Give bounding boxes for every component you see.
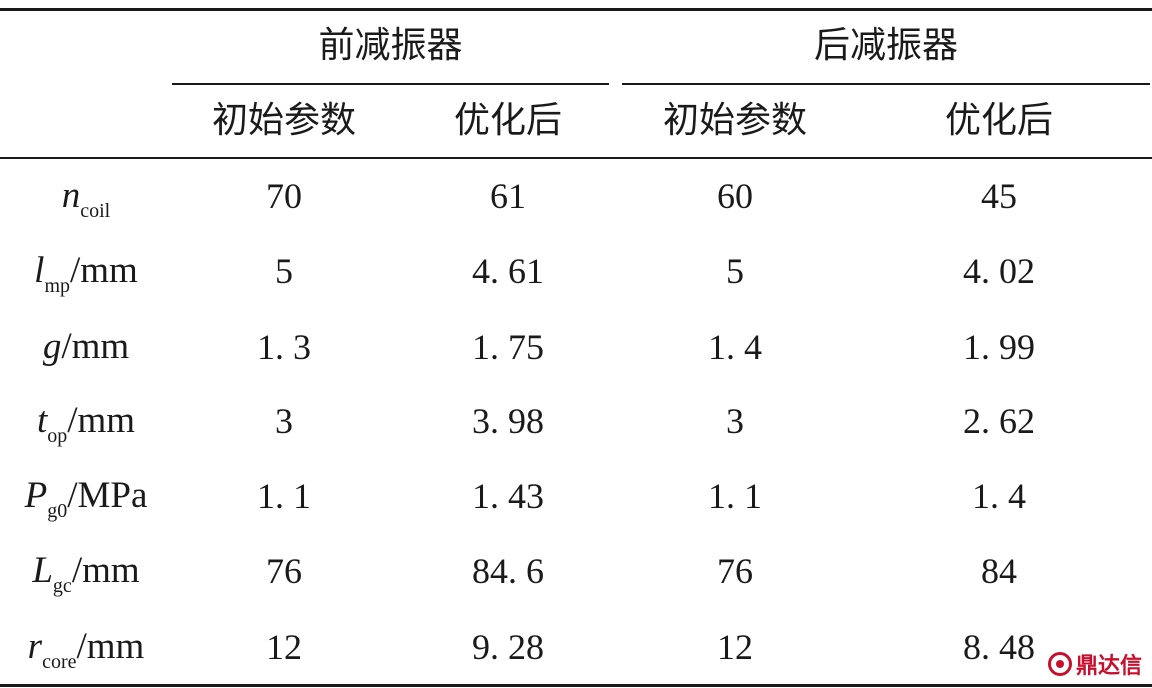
parameter-unit: /mm [71, 550, 140, 591]
row-label: ncoil [0, 176, 172, 231]
table-cell: 3. 98 [472, 401, 544, 441]
table-cell: 4. 02 [963, 251, 1035, 291]
subheader-rear-initial: 初始参数 [662, 100, 807, 141]
table-cell: 5 [726, 251, 744, 291]
table-cell: 12 [717, 627, 753, 667]
table-cell: 1. 99 [963, 327, 1035, 367]
table-cell: 5 [275, 251, 293, 291]
header-rule [0, 157, 1152, 159]
subheader-front-optimized: 优化后 [453, 100, 562, 141]
parameter-unit: /mm [70, 250, 138, 291]
watermark-text: 鼎达信 [1075, 654, 1142, 679]
group-header-rear: 后减振器 [813, 25, 958, 66]
watermark-logo-icon [1047, 652, 1072, 676]
table-cell: 8. 48 [963, 627, 1035, 667]
watermark: 鼎达信 [1047, 648, 1142, 680]
parameter-unit: /MPa [67, 475, 148, 516]
row-label: Lgc/mm [0, 551, 172, 606]
table-cell: 1. 4 [972, 476, 1026, 516]
parameter-symbol: g [42, 326, 62, 367]
row-label: top/mm [0, 401, 172, 456]
table-cell: 1. 3 [257, 327, 311, 367]
row-label: g/mm [0, 327, 172, 382]
subheader-rear-optimized: 优化后 [944, 100, 1053, 141]
bottom-rule [0, 684, 1152, 687]
parameter-unit: /mm [61, 326, 130, 367]
parameter-subscript: core [42, 651, 77, 673]
table-cell: 9. 28 [472, 627, 544, 667]
table-cell: 3 [275, 401, 293, 441]
table-cell: 76 [717, 551, 753, 591]
parameter-symbol: t [36, 400, 48, 441]
parameter-symbol: P [24, 475, 48, 516]
row-label: lmp/mm [0, 251, 172, 306]
table-cell: 3 [726, 401, 744, 441]
parameter-symbol: L [32, 550, 53, 591]
group-rule-rear [622, 83, 1150, 85]
table-cell: 1. 75 [472, 327, 544, 367]
row-label: rcore/mm [0, 627, 172, 682]
parameter-symbol: n [61, 175, 81, 216]
table-cell: 84 [981, 551, 1017, 591]
table-cell: 4. 61 [472, 251, 544, 291]
subheader-front-initial: 初始参数 [211, 100, 356, 141]
parameter-subscript: coil [80, 200, 111, 222]
parameter-subscript: gc [52, 575, 72, 597]
table-cell: 1. 1 [257, 476, 311, 516]
table-cell: 1. 4 [708, 327, 762, 367]
row-label: Pg0/MPa [0, 476, 172, 531]
table-cell: 45 [981, 176, 1017, 216]
parameter-symbol: r [27, 626, 43, 667]
parameter-unit: /mm [67, 400, 136, 441]
parameter-subscript: g0 [47, 500, 68, 522]
parameter-unit: /mm [76, 626, 145, 667]
table-cell: 60 [717, 176, 753, 216]
table-cell: 12 [266, 627, 302, 667]
table-cell: 2. 62 [963, 401, 1035, 441]
table-cell: 61 [490, 176, 526, 216]
table-cell: 84. 6 [472, 551, 544, 591]
parameter-subscript: op [47, 425, 68, 447]
parameter-subscript: mp [44, 275, 70, 297]
group-rule-front [172, 83, 609, 85]
top-rule [0, 8, 1152, 11]
table-cell: 70 [266, 176, 302, 216]
parameter-symbol: l [34, 250, 45, 291]
table-cell: 76 [266, 551, 302, 591]
group-header-front: 前减振器 [318, 25, 463, 66]
table-cell: 1. 43 [472, 476, 544, 516]
table-cell: 1. 1 [708, 476, 762, 516]
